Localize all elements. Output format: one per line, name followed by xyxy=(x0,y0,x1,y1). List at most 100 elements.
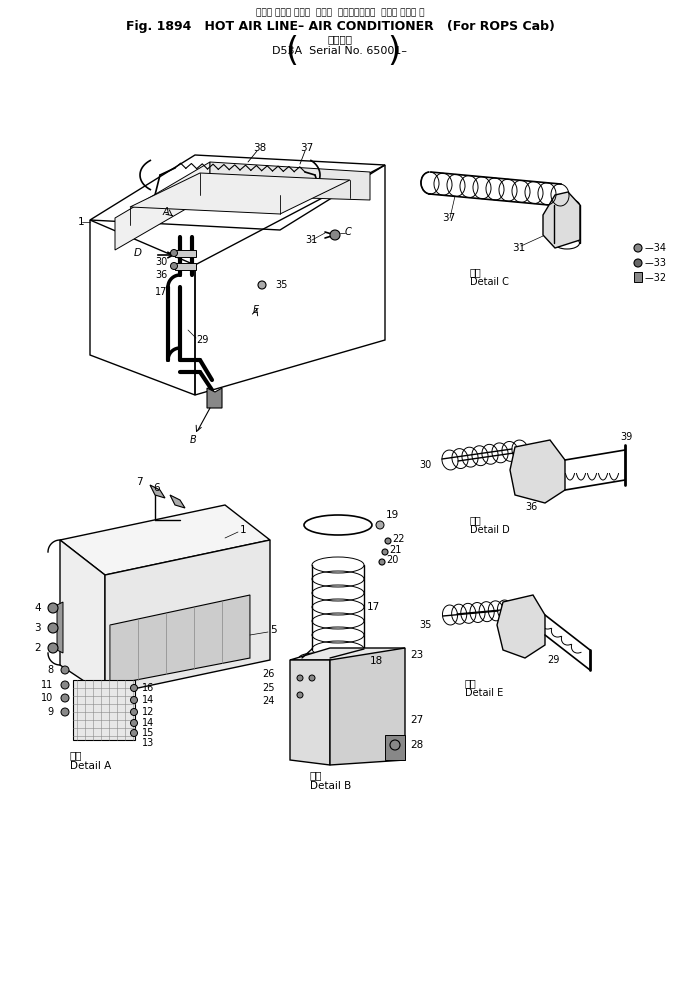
Text: 16: 16 xyxy=(142,683,154,693)
Polygon shape xyxy=(290,648,405,660)
Polygon shape xyxy=(130,173,350,214)
Polygon shape xyxy=(510,440,565,503)
Text: 36: 36 xyxy=(525,502,537,512)
Polygon shape xyxy=(207,388,222,408)
Circle shape xyxy=(382,549,388,555)
Text: 21: 21 xyxy=(389,545,401,555)
Text: 30: 30 xyxy=(155,257,167,267)
Text: 2: 2 xyxy=(35,643,41,653)
Text: 14: 14 xyxy=(142,695,154,705)
Text: 詳細: 詳細 xyxy=(70,750,82,760)
Circle shape xyxy=(61,666,69,674)
Circle shape xyxy=(330,230,340,240)
Polygon shape xyxy=(330,648,405,765)
Text: 17: 17 xyxy=(367,602,380,612)
Text: 27: 27 xyxy=(410,715,423,725)
Text: 19: 19 xyxy=(386,510,399,520)
Circle shape xyxy=(297,675,303,681)
Text: 35: 35 xyxy=(420,620,432,630)
Circle shape xyxy=(131,684,137,691)
Text: 30: 30 xyxy=(420,460,432,470)
Text: 29: 29 xyxy=(547,655,560,665)
Text: 20: 20 xyxy=(386,555,398,565)
Text: 24: 24 xyxy=(262,696,275,706)
Circle shape xyxy=(297,692,303,698)
Text: ホット エアー ライン  エアー  コンディショナ  ロプス キャブ 用: ホット エアー ライン エアー コンディショナ ロプス キャブ 用 xyxy=(256,8,424,17)
Text: 11: 11 xyxy=(41,680,53,690)
Text: 18: 18 xyxy=(370,656,384,666)
Polygon shape xyxy=(385,735,405,760)
Text: 31: 31 xyxy=(305,235,318,245)
Text: 3: 3 xyxy=(35,623,41,633)
Text: 31: 31 xyxy=(512,243,525,253)
Circle shape xyxy=(171,262,177,269)
Circle shape xyxy=(379,559,385,565)
Circle shape xyxy=(634,259,642,267)
Text: B: B xyxy=(190,435,197,445)
Text: 12: 12 xyxy=(142,707,154,717)
Polygon shape xyxy=(497,595,545,658)
Text: 37: 37 xyxy=(300,143,313,153)
Text: 適用号機: 適用号機 xyxy=(328,34,352,44)
Text: 29: 29 xyxy=(196,335,208,345)
Circle shape xyxy=(48,643,58,653)
Text: 38: 38 xyxy=(253,143,267,153)
Text: A: A xyxy=(163,207,169,217)
Circle shape xyxy=(390,740,400,750)
Circle shape xyxy=(258,281,266,289)
Text: 23: 23 xyxy=(410,650,423,660)
Text: 1: 1 xyxy=(240,525,247,535)
Circle shape xyxy=(61,681,69,689)
Text: Detail D: Detail D xyxy=(470,525,510,535)
Text: 6: 6 xyxy=(153,483,160,493)
Polygon shape xyxy=(210,162,370,200)
Text: Detail B: Detail B xyxy=(310,781,352,791)
Text: ––34: ––34 xyxy=(645,243,667,253)
Circle shape xyxy=(376,521,384,529)
Text: 28: 28 xyxy=(410,740,423,750)
Text: C: C xyxy=(345,227,352,237)
Text: 4: 4 xyxy=(35,603,41,613)
Text: 22: 22 xyxy=(392,534,405,544)
Text: E: E xyxy=(253,305,259,315)
Text: 9: 9 xyxy=(47,707,53,717)
Text: 14: 14 xyxy=(142,718,154,728)
Text: 詳細: 詳細 xyxy=(470,267,481,277)
Text: 詳細: 詳細 xyxy=(310,770,322,780)
Text: D: D xyxy=(134,248,142,258)
Polygon shape xyxy=(60,540,105,695)
Polygon shape xyxy=(290,660,330,765)
Polygon shape xyxy=(150,485,165,498)
Polygon shape xyxy=(105,540,270,695)
Circle shape xyxy=(61,708,69,716)
Text: 36: 36 xyxy=(155,270,167,280)
Polygon shape xyxy=(115,162,210,250)
Circle shape xyxy=(48,623,58,633)
Polygon shape xyxy=(60,505,270,575)
Polygon shape xyxy=(175,250,196,257)
Circle shape xyxy=(131,720,137,727)
Circle shape xyxy=(634,244,642,252)
Circle shape xyxy=(385,538,391,544)
Circle shape xyxy=(131,708,137,715)
Text: 13: 13 xyxy=(142,738,154,748)
Circle shape xyxy=(131,696,137,703)
Text: 詳細: 詳細 xyxy=(465,678,477,688)
Text: Detail C: Detail C xyxy=(470,277,509,287)
Polygon shape xyxy=(543,192,580,248)
Polygon shape xyxy=(175,263,196,270)
Text: 10: 10 xyxy=(41,693,53,703)
Text: 7: 7 xyxy=(137,477,143,487)
Circle shape xyxy=(61,694,69,702)
Text: D53A  Serial No. 65001–: D53A Serial No. 65001– xyxy=(273,46,407,56)
Text: Detail E: Detail E xyxy=(465,688,503,698)
Text: 35: 35 xyxy=(275,280,288,290)
Text: 詳細: 詳細 xyxy=(470,515,481,525)
Polygon shape xyxy=(170,495,185,508)
Text: 37: 37 xyxy=(442,213,455,223)
Text: 39: 39 xyxy=(620,432,632,442)
Text: ––33: ––33 xyxy=(645,258,667,268)
Polygon shape xyxy=(73,680,135,740)
Text: 8: 8 xyxy=(47,665,53,675)
Text: ): ) xyxy=(387,35,400,68)
